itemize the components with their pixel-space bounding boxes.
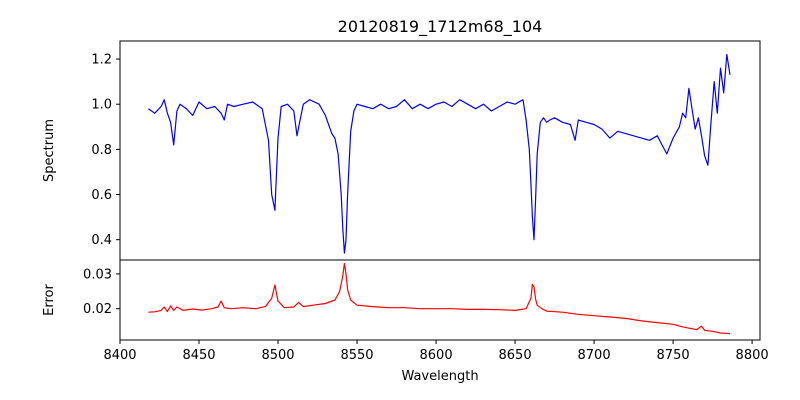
x-tick-label: 8750 bbox=[657, 348, 690, 363]
x-axis-label: Wavelength bbox=[401, 369, 478, 384]
x-tick-label: 8600 bbox=[420, 348, 453, 363]
x-tick-label: 8700 bbox=[578, 348, 611, 363]
x-tick-label: 8550 bbox=[340, 348, 373, 363]
y-tick-label: 0.6 bbox=[91, 188, 112, 203]
x-tick-label: 8400 bbox=[103, 348, 136, 363]
spectrum-y-label: Spectrum bbox=[42, 119, 57, 182]
error-y-label: Error bbox=[42, 284, 57, 316]
y-tick-label: 1.0 bbox=[91, 98, 112, 113]
x-tick-label: 8800 bbox=[736, 348, 769, 363]
x-ticks: 8400 8450 8500 8550 8600 8650 8700 8750 8800 bbox=[103, 340, 769, 363]
spectrum-y-ticks: 0.4 0.6 0.8 1.0 1.2 bbox=[91, 53, 120, 248]
y-tick-label: 0.4 bbox=[91, 233, 112, 248]
error-axes-frame bbox=[119, 259, 761, 341]
chart-title: 20120819_1712m68_104 bbox=[338, 17, 543, 37]
x-tick-label: 8650 bbox=[499, 348, 532, 363]
y-tick-label: 0.8 bbox=[91, 143, 112, 158]
x-tick-label: 8450 bbox=[182, 348, 215, 363]
spectrum-panel: 0.4 0.6 0.8 1.0 1.2 Spectrum bbox=[42, 40, 761, 261]
y-tick-label: 1.2 bbox=[91, 53, 112, 68]
y-tick-label: 0.02 bbox=[83, 302, 112, 317]
error-panel: 0.02 0.03 8400 8450 8500 8550 8600 8650 8700 875… bbox=[42, 259, 769, 384]
error-line bbox=[148, 262, 731, 335]
y-tick-label: 0.03 bbox=[83, 267, 112, 282]
error-y-ticks: 0.02 0.03 bbox=[83, 267, 120, 317]
spectrum-line bbox=[148, 53, 731, 254]
x-tick-label: 8500 bbox=[261, 348, 294, 363]
